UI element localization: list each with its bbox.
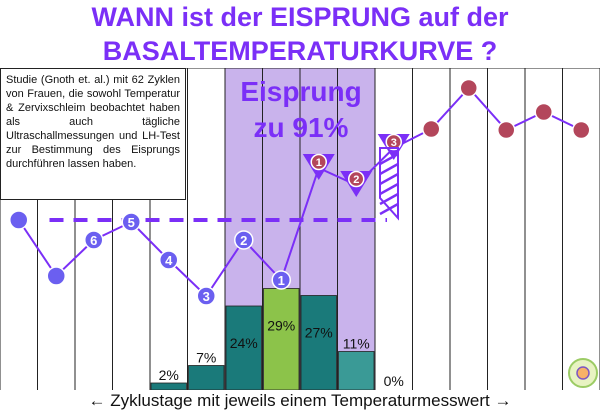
bar-value-label: 29% [267,318,295,334]
temperature-point-label: 1 [278,273,285,288]
chart-plot: 2% 7% 24% 29% 27% 11% 0% 6 5 4 3 2 1 1 2 3 [0,68,600,390]
temperature-point-pre [84,230,104,250]
temperature-point-label: 2 [353,174,359,186]
logo-badge-inner [576,366,590,380]
hatch-line [379,202,399,216]
x-axis-label: ← Zyklustage mit jeweils einem Temperatu… [88,391,512,410]
title-line-1: WANN ist der EISPRUNG auf der [91,2,509,32]
bar [338,351,375,390]
temperature-point-post [310,153,327,171]
hatch-line [379,182,399,196]
temperature-point-label: 6 [90,233,97,248]
bar-value-label: 7% [196,350,216,366]
temperature-point-post [497,120,516,140]
temperature-point-pre [46,266,66,286]
temperature-point-pre [9,210,29,230]
ovulation-label-line-2: zu 91% [253,112,349,143]
bar-value-label: 27% [305,325,333,341]
temperature-point-label: 1 [316,157,322,169]
temperature-point-label: 5 [128,215,135,230]
bar [150,382,187,390]
temperature-point-label: 3 [391,137,397,149]
study-info-box: Studie (Gnoth et. al.) mit 62 Zyklen von… [0,68,186,200]
bar-value-label: 24% [230,335,258,351]
bar [263,288,300,390]
bar [300,295,337,390]
hatch-line [379,172,399,186]
hatch-marker [379,147,399,221]
temperature-point-post [422,119,441,139]
hatch-line [379,192,399,206]
bar-value-label: 11% [343,336,370,352]
ovulation-label-line-1: Eisprung [240,76,362,107]
temperature-point-pre [121,212,141,232]
bar [225,305,262,390]
temperature-point-post [459,78,478,98]
bar-value-label: 0% [384,373,404,389]
temperature-point-post [572,120,591,140]
title-line-2: BASALTEMPERATURKURVE ? [102,36,498,66]
temperature-point-post [534,102,553,122]
temperature-point-pre [234,230,254,250]
hatch-line [379,162,399,176]
temperature-point-label: 4 [165,253,173,268]
temperature-point-post [348,170,365,188]
temperature-line [17,86,582,298]
temperature-point-pre [196,286,216,306]
bar-value-label: 2% [159,367,179,383]
hatch-line [379,152,399,166]
bar [188,365,225,390]
temperature-point-pre [271,270,291,290]
temperature-point-post [385,133,402,151]
temperature-point-label: 3 [203,289,210,304]
chart-title: WANN ist der EISPRUNG auf der BASALTEMPE… [0,0,600,68]
study-info-text: Studie (Gnoth et. al.) mit 62 Zyklen von… [6,74,180,170]
temperature-point-pre [159,250,179,270]
temperature-point-label: 2 [240,233,247,248]
ovulation-label: Eisprung zu 91% [226,74,376,146]
